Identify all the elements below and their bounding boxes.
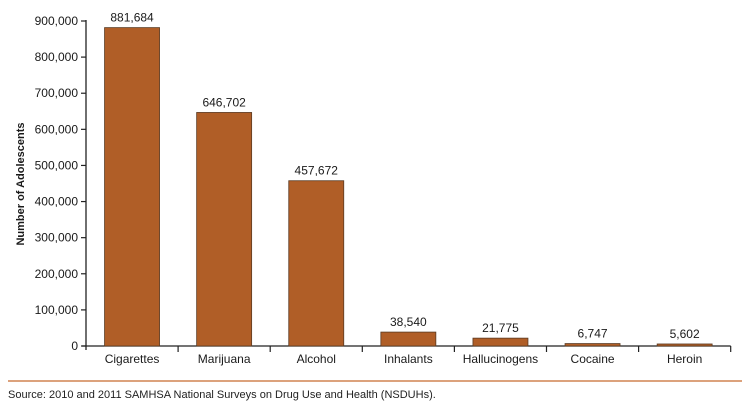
bar-alcohol bbox=[288, 180, 345, 347]
y-tick-label: 800,000 bbox=[35, 50, 79, 64]
y-tick-label: 300,000 bbox=[35, 231, 79, 245]
x-tick-label: Alcohol bbox=[297, 352, 336, 366]
data-label: 38,540 bbox=[390, 315, 427, 329]
data-label: 5,602 bbox=[670, 327, 700, 341]
y-tick-label: 400,000 bbox=[35, 195, 79, 209]
data-label: 881,684 bbox=[110, 11, 154, 25]
y-axis-label: Number of Adolescents bbox=[15, 122, 27, 245]
x-tick-label: Cigarettes bbox=[105, 352, 160, 366]
bar-hallucinogens bbox=[472, 337, 529, 347]
bar-marijuana bbox=[196, 112, 253, 347]
data-label: 646,702 bbox=[202, 95, 246, 109]
y-tick-label: 500,000 bbox=[35, 158, 79, 172]
y-tick-label: 600,000 bbox=[35, 122, 79, 136]
data-label: 21,775 bbox=[482, 321, 519, 335]
y-tick-label: 100,000 bbox=[35, 303, 79, 317]
x-tick-label: Hallucinogens bbox=[463, 352, 538, 366]
separator-line bbox=[8, 380, 742, 382]
source-note: Source: 2010 and 2011 SAMHSA National Su… bbox=[8, 389, 436, 401]
x-tick-label: Cocaine bbox=[571, 352, 615, 366]
y-tick-label: 0 bbox=[71, 339, 78, 353]
bar-cocaine bbox=[564, 343, 621, 347]
bar-inhalants bbox=[380, 331, 437, 347]
data-label: 6,747 bbox=[578, 327, 608, 341]
y-tick-label: 200,000 bbox=[35, 267, 79, 281]
bar-chart: Number of Adolescents 0 100,000 200,000 300… bbox=[15, 11, 732, 366]
x-tick-label: Marijuana bbox=[198, 352, 251, 366]
bar-cigarettes bbox=[104, 27, 160, 347]
y-tick-label: 900,000 bbox=[35, 14, 79, 28]
x-tick-label: Heroin bbox=[667, 352, 702, 366]
y-tick-label: 700,000 bbox=[35, 86, 79, 100]
data-label: 457,672 bbox=[295, 164, 339, 178]
x-tick-label: Inhalants bbox=[384, 352, 433, 366]
bar-heroin bbox=[656, 343, 713, 347]
